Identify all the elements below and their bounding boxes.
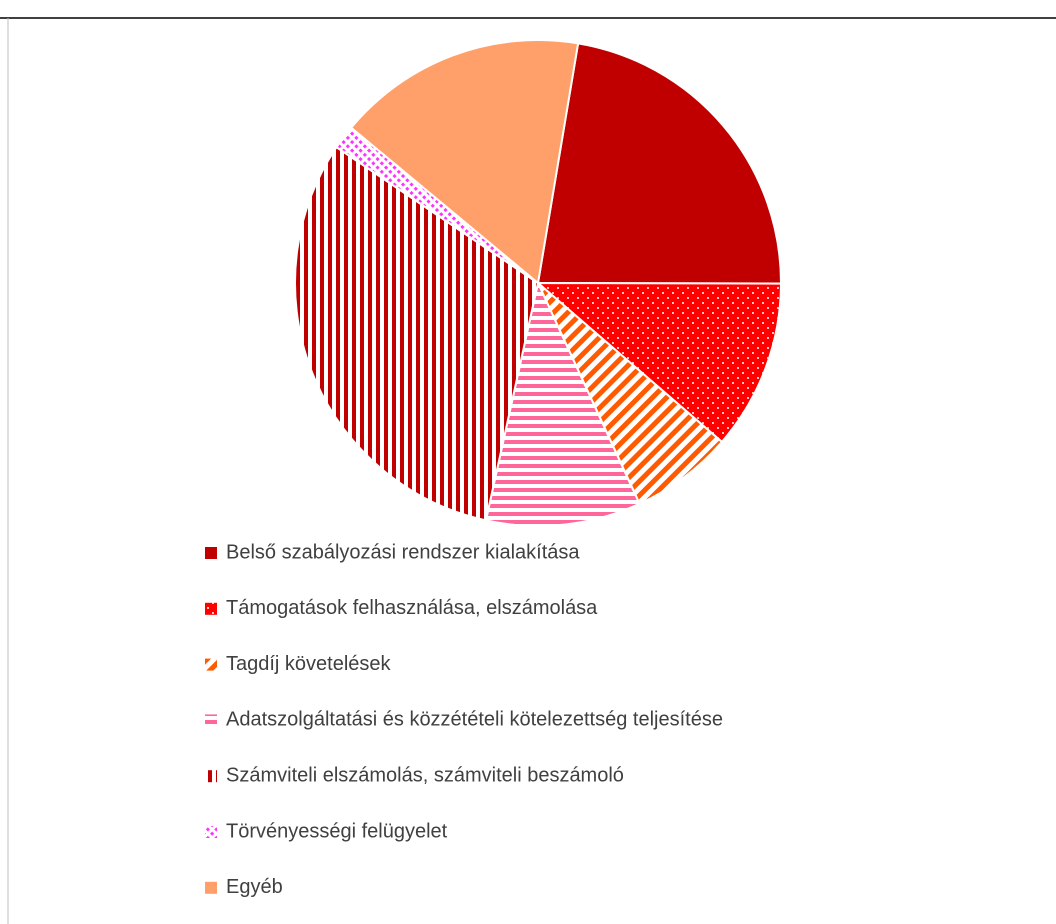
legend-label: Adatszolgáltatási és közzétételi kötelez…	[226, 709, 723, 731]
legend-label: Egyéb	[226, 876, 283, 898]
pie-slice	[349, 39, 580, 285]
pie-slice	[535, 281, 783, 444]
legend-label: Tagdíj követelések	[226, 653, 392, 675]
legend-swatch	[205, 547, 217, 559]
legend-label: Támogatások felhasználása, elszámolása	[226, 597, 598, 619]
legend-label: Törvényességi felügyelet	[226, 820, 448, 842]
legend-swatch	[205, 770, 217, 783]
legend-swatch	[205, 826, 217, 838]
legend-swatch	[205, 881, 217, 894]
pie-slice	[294, 145, 540, 522]
legend-swatch	[205, 658, 217, 671]
legend-label: Számviteli elszámolás, számviteli beszám…	[226, 764, 624, 786]
pie-slice	[484, 279, 641, 527]
legend-label: Belső szabályozási rendszer kialakítása	[226, 541, 580, 563]
legend-swatch	[205, 602, 217, 615]
legend-swatch	[205, 714, 217, 727]
pie-slice	[536, 42, 782, 285]
